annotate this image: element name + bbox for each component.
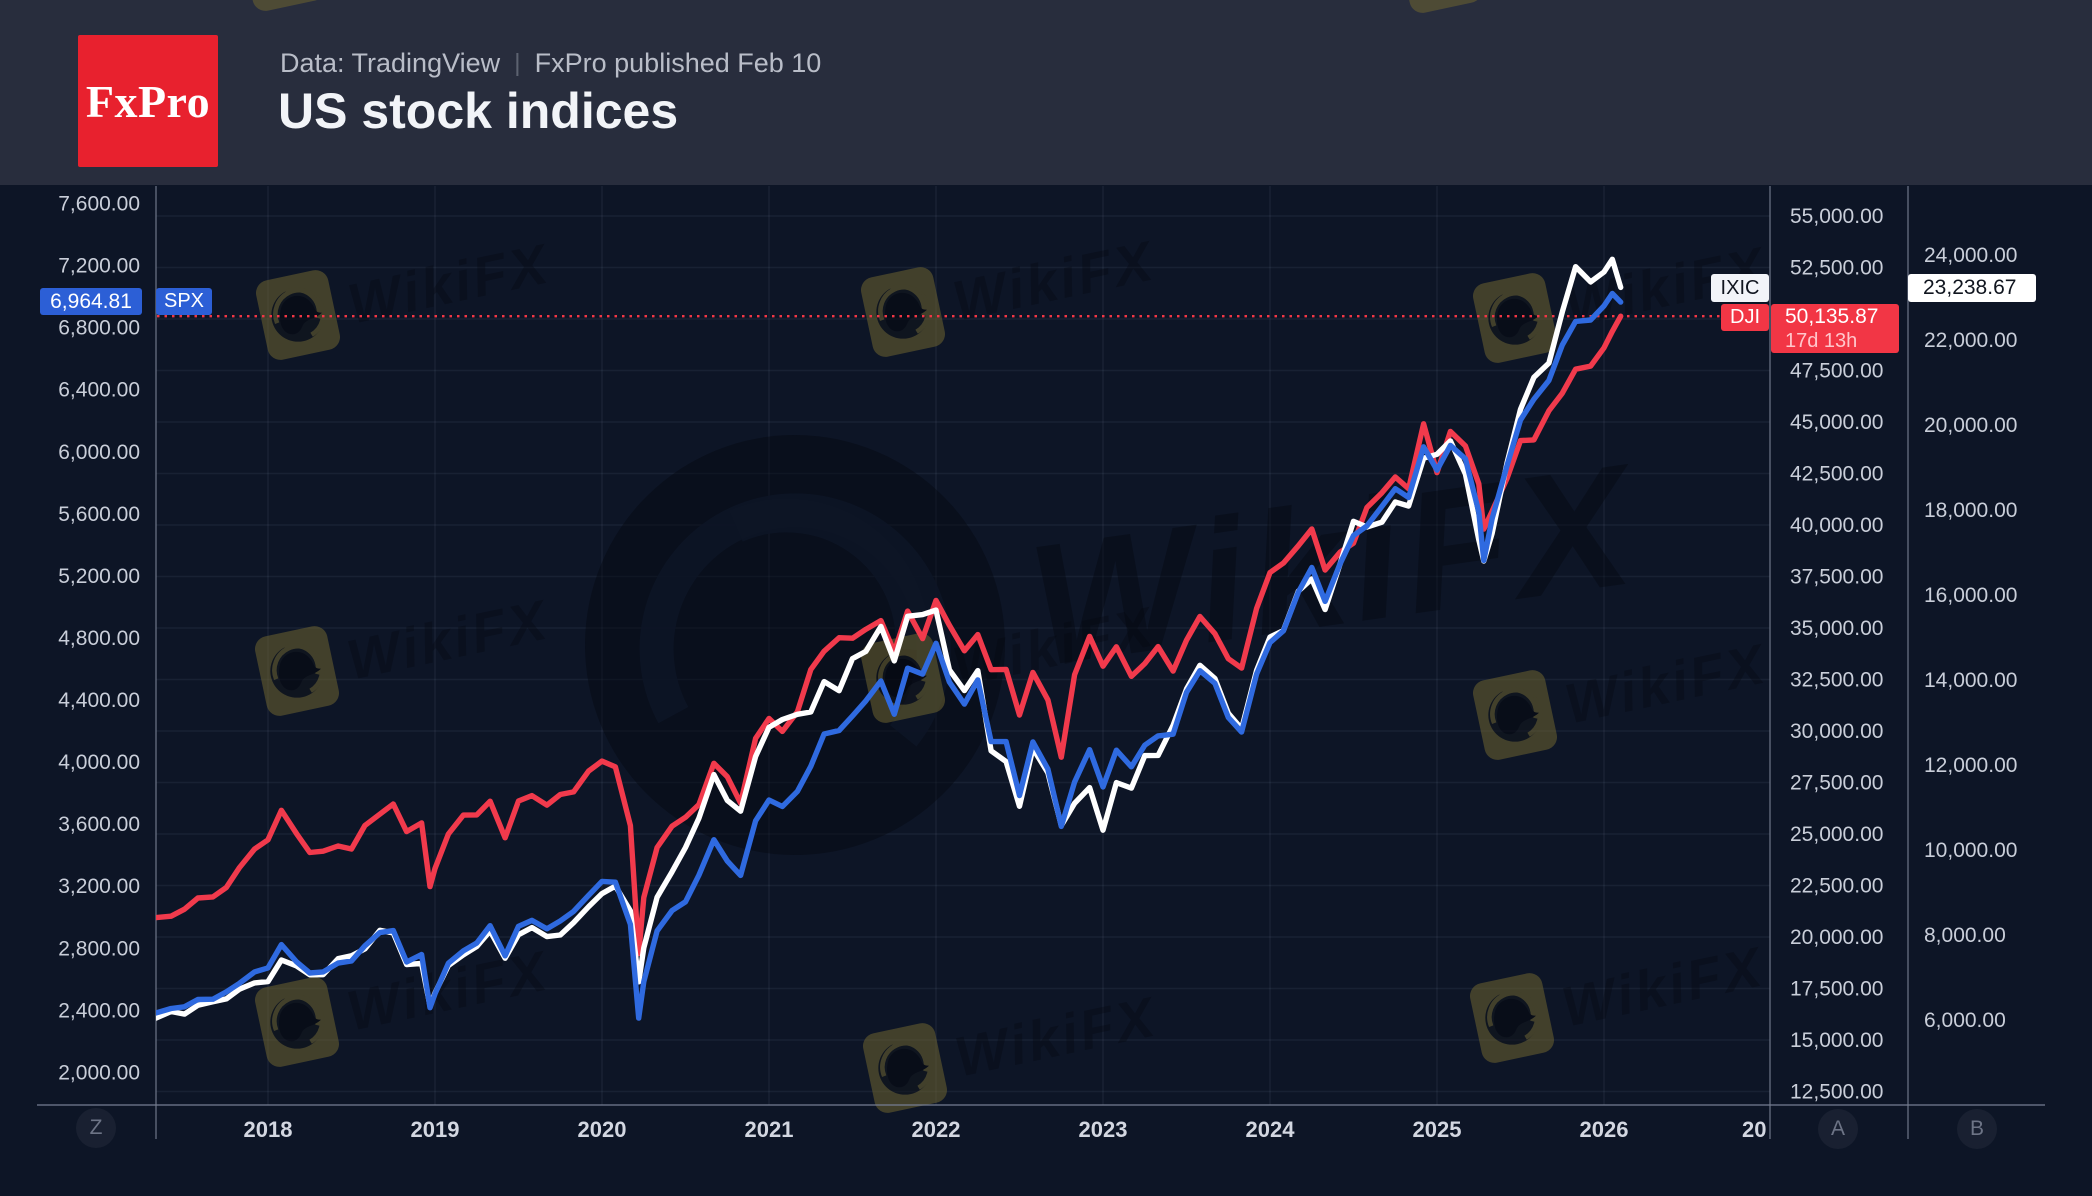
ixic_b-tick-label: 20,000.00 (1924, 414, 2017, 437)
dji_a-tick-label: 32,500.00 (1790, 669, 1883, 692)
time-tick-label: 2024 (1246, 1117, 1296, 1142)
time-tick-label: 2022 (912, 1117, 961, 1142)
spx_left-tick-label: 6,000.00 (58, 441, 140, 464)
dji_a-tick-label: 15,000.00 (1790, 1029, 1883, 1052)
dji_a-tick-label: 17,500.00 (1790, 978, 1883, 1001)
axis-border-lines (37, 186, 2045, 1139)
spx_left-tick-label: 4,400.00 (58, 689, 140, 712)
dji_a-tick-label: 52,500.00 (1790, 257, 1883, 280)
chart-plot-area[interactable] (156, 186, 1770, 1105)
spx-series-label: SPX (156, 288, 212, 315)
dji_a-tick-label: 25,000.00 (1790, 823, 1883, 846)
price-axis-ixic[interactable] (1908, 186, 2092, 1105)
spx_left-tick-label: 3,600.00 (58, 813, 140, 836)
ixic_b-tick-label: 18,000.00 (1924, 499, 2017, 522)
ixic_b-tick-label: 22,000.00 (1924, 329, 2017, 352)
dji_a-tick-label: 35,000.00 (1790, 617, 1883, 640)
published-text: FxPro published Feb 10 (534, 48, 822, 78)
time-tick-label: 2026 (1580, 1117, 1629, 1142)
spx-line (156, 290, 1624, 1021)
axis-a-button[interactable]: A (1818, 1109, 1858, 1149)
spx-last-price: 6,964.81 (50, 289, 132, 313)
wikifx-logo-icon: WikiFX (1396, 0, 1700, 15)
dji_a-tick-label: 22,500.00 (1790, 875, 1883, 898)
dji_a-tick-label: 37,500.00 (1790, 566, 1883, 589)
spx-series-label-text: SPX (163, 290, 205, 312)
spx_left-tick-label: 2,800.00 (58, 937, 140, 960)
dji_a-tick-label: 20,000.00 (1790, 926, 1883, 949)
zoom-reset-button[interactable]: Z (76, 1108, 116, 1148)
dji_a-tick-label: 42,500.00 (1790, 463, 1883, 486)
ixic-last-price: 23,238.67 (1923, 276, 2017, 299)
ixic-series-label-text: IXIC (1720, 276, 1760, 299)
dji_a-tick-label: 45,000.00 (1790, 411, 1883, 434)
spx_left-tick-label: 7,200.00 (58, 255, 140, 278)
axis-b-button[interactable]: B (1957, 1109, 1997, 1149)
axis-labels: 7,600.00 7,200.00 6,800.00 6,400.00 6,000.00… (58, 193, 2017, 1143)
ixic-series-label: IXIC (1711, 274, 1769, 302)
spx_left-tick-label: 3,200.00 (58, 875, 140, 898)
wikifx-logo-icon: WikiFX (239, 0, 543, 13)
spx-last-price-badge: 6,964.81 (40, 288, 142, 315)
ixic_b-tick-label: 14,000.00 (1924, 669, 2017, 692)
price-axis-spx[interactable] (0, 186, 156, 1105)
ixic_b-tick-label: 16,000.00 (1924, 584, 2017, 607)
spx_left-tick-label: 7,600.00 (58, 193, 140, 216)
fxpro-logo-text: FxPro (85, 75, 211, 127)
spx_left-tick-label: 4,000.00 (58, 751, 140, 774)
dji-series-label-text: DJI (1730, 306, 1760, 328)
dji_a-tick-label: 27,500.00 (1790, 772, 1883, 795)
dji_a-tick-label: 55,000.00 (1790, 205, 1883, 228)
dji_a-tick-label: 47,500.00 (1790, 360, 1883, 383)
ixic-last-price-badge: 23,238.67 (1908, 274, 2036, 302)
ixic_b-tick-label: 24,000.00 (1924, 244, 2017, 267)
page-title: US stock indices (278, 83, 679, 139)
time-tick-label: 2019 (411, 1117, 460, 1142)
ixic_b-tick-label: 6,000.00 (1924, 1009, 2006, 1032)
dji_a-tick-label: 30,000.00 (1790, 720, 1883, 743)
time-tick-label: 2020 (578, 1117, 627, 1142)
spx_left-tick-label: 2,000.00 (58, 1061, 140, 1084)
ixic-line (156, 256, 1624, 1021)
time-tick-label: 2018 (244, 1117, 293, 1142)
data-source-text: Data: TradingView (280, 48, 501, 78)
time-tick-label: 20 (1742, 1117, 1766, 1142)
spx_left-tick-label: 5,600.00 (58, 503, 140, 526)
time-tick-label: 2025 (1413, 1117, 1462, 1142)
time-tick-label: 2021 (745, 1117, 794, 1142)
dji_a-tick-label: 12,500.00 (1790, 1081, 1883, 1104)
time-axis[interactable] (0, 1105, 2092, 1196)
spx_left-tick-label: 6,800.00 (58, 317, 140, 340)
series-lines (156, 256, 1624, 1021)
time-tick-label: 2023 (1079, 1117, 1128, 1142)
spx_left-tick-label: 5,200.00 (58, 565, 140, 588)
dji-countdown: 17d 13h (1785, 329, 1858, 352)
dji-line (156, 313, 1624, 957)
wikifx-eagle-icon (239, 0, 328, 13)
ixic_b-tick-label: 12,000.00 (1924, 754, 2017, 777)
ixic_b-tick-label: 8,000.00 (1924, 924, 2006, 947)
dji-series-label: DJI (1721, 304, 1769, 331)
dji-last-price-badge: 50,135.87 17d 13h (1771, 304, 1899, 353)
fxpro-logo: FxPro (78, 35, 218, 167)
ixic_b-tick-label: 10,000.00 (1924, 839, 2017, 862)
dji_a-tick-label: 40,000.00 (1790, 514, 1883, 537)
separator: | (514, 49, 521, 77)
chart-source-line: Data: TradingView | FxPro published Feb … (280, 48, 821, 79)
wikifx-eagle-icon (1396, 0, 1485, 15)
spx_left-tick-label: 2,400.00 (58, 999, 140, 1022)
dji-last-price: 50,135.87 (1785, 304, 1879, 328)
header-bar (0, 0, 2092, 185)
spx_left-tick-label: 4,800.00 (58, 627, 140, 650)
spx_left-tick-label: 6,400.00 (58, 379, 140, 402)
